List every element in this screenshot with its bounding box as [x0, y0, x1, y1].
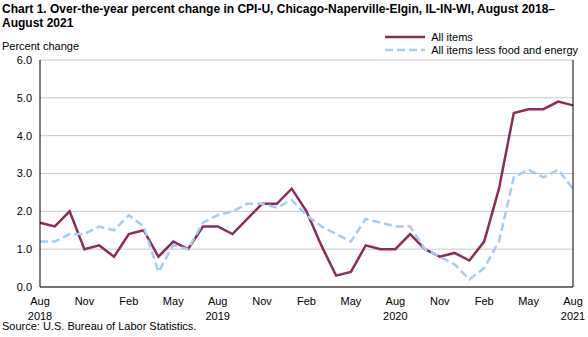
svg-text:May: May [163, 295, 184, 307]
svg-text:Aug: Aug [386, 295, 406, 307]
svg-text:Aug: Aug [563, 295, 580, 307]
html-text:Chart 1. Over-the-year percent: Chart 1. Over-the-year percent change in… [2, 2, 555, 30]
svg-text:Feb: Feb [475, 295, 494, 307]
svg-text:May: May [341, 295, 362, 307]
svg-text:Nov: Nov [430, 295, 450, 307]
svg-text:4.0: 4.0 [17, 130, 32, 142]
svg-text:Feb: Feb [297, 295, 316, 307]
html-text:All items: All items [431, 30, 473, 43]
svg-text:6.0: 6.0 [17, 54, 32, 66]
svg-text:5.0: 5.0 [17, 92, 32, 104]
svg-text:Feb: Feb [119, 295, 138, 307]
svg-text:Aug: Aug [208, 295, 228, 307]
svg-text:Aug: Aug [30, 295, 50, 307]
svg-text:May: May [518, 295, 539, 307]
html-text:All items less food and energy: All items less food and energy [431, 43, 578, 56]
svg-text:2019: 2019 [205, 310, 229, 322]
svg-text:Nov: Nov [75, 295, 95, 307]
svg-text:1.0: 1.0 [17, 243, 32, 255]
html-text:Percent change: Percent change [2, 40, 80, 52]
svg-text:3.0: 3.0 [17, 167, 32, 179]
html-text:Source: U.S. Bureau of Labor S: Source: U.S. Bureau of Labor Statistics. [2, 320, 197, 332]
svg-text:2018: 2018 [27, 310, 53, 322]
svg-text:0.0: 0.0 [17, 281, 32, 293]
svg-text:2020: 2020 [383, 310, 407, 322]
svg-text:Nov: Nov [252, 295, 272, 307]
svg-text:2021: 2021 [561, 310, 580, 322]
svg-text:2.0: 2.0 [17, 205, 32, 217]
